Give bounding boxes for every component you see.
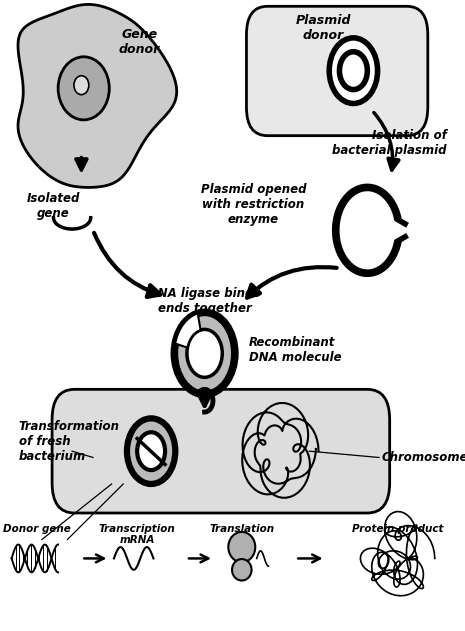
Text: Plasmid opened
with restriction
enzyme: Plasmid opened with restriction enzyme <box>201 183 306 226</box>
Circle shape <box>174 312 235 394</box>
Text: Translation: Translation <box>209 524 274 534</box>
Text: Transcription
mRNA: Transcription mRNA <box>99 524 176 545</box>
Polygon shape <box>175 314 200 348</box>
Circle shape <box>137 432 165 470</box>
Text: DNA ligase binds
ends together: DNA ligase binds ends together <box>148 287 261 315</box>
Text: Plasmid
donor: Plasmid donor <box>295 14 351 42</box>
FancyBboxPatch shape <box>52 389 390 513</box>
Circle shape <box>187 329 222 377</box>
Text: Transformation
of fresh
bacterium: Transformation of fresh bacterium <box>19 420 120 463</box>
Text: Gene
donor: Gene donor <box>119 28 160 56</box>
Text: Recombinant
DNA molecule: Recombinant DNA molecule <box>249 336 341 364</box>
Polygon shape <box>18 4 177 187</box>
Ellipse shape <box>58 57 109 120</box>
Text: Isolated
gene: Isolated gene <box>27 192 80 220</box>
Ellipse shape <box>74 76 89 95</box>
Text: Chromosome: Chromosome <box>381 451 465 464</box>
Circle shape <box>339 52 367 90</box>
Ellipse shape <box>232 559 252 581</box>
FancyBboxPatch shape <box>246 6 428 136</box>
Circle shape <box>329 38 378 103</box>
Text: Protein product: Protein product <box>352 524 443 534</box>
Text: Isolation of
bacterial plasmid: Isolation of bacterial plasmid <box>332 129 446 157</box>
Ellipse shape <box>228 532 255 562</box>
Circle shape <box>127 418 175 484</box>
Text: Donor gene: Donor gene <box>3 524 71 534</box>
